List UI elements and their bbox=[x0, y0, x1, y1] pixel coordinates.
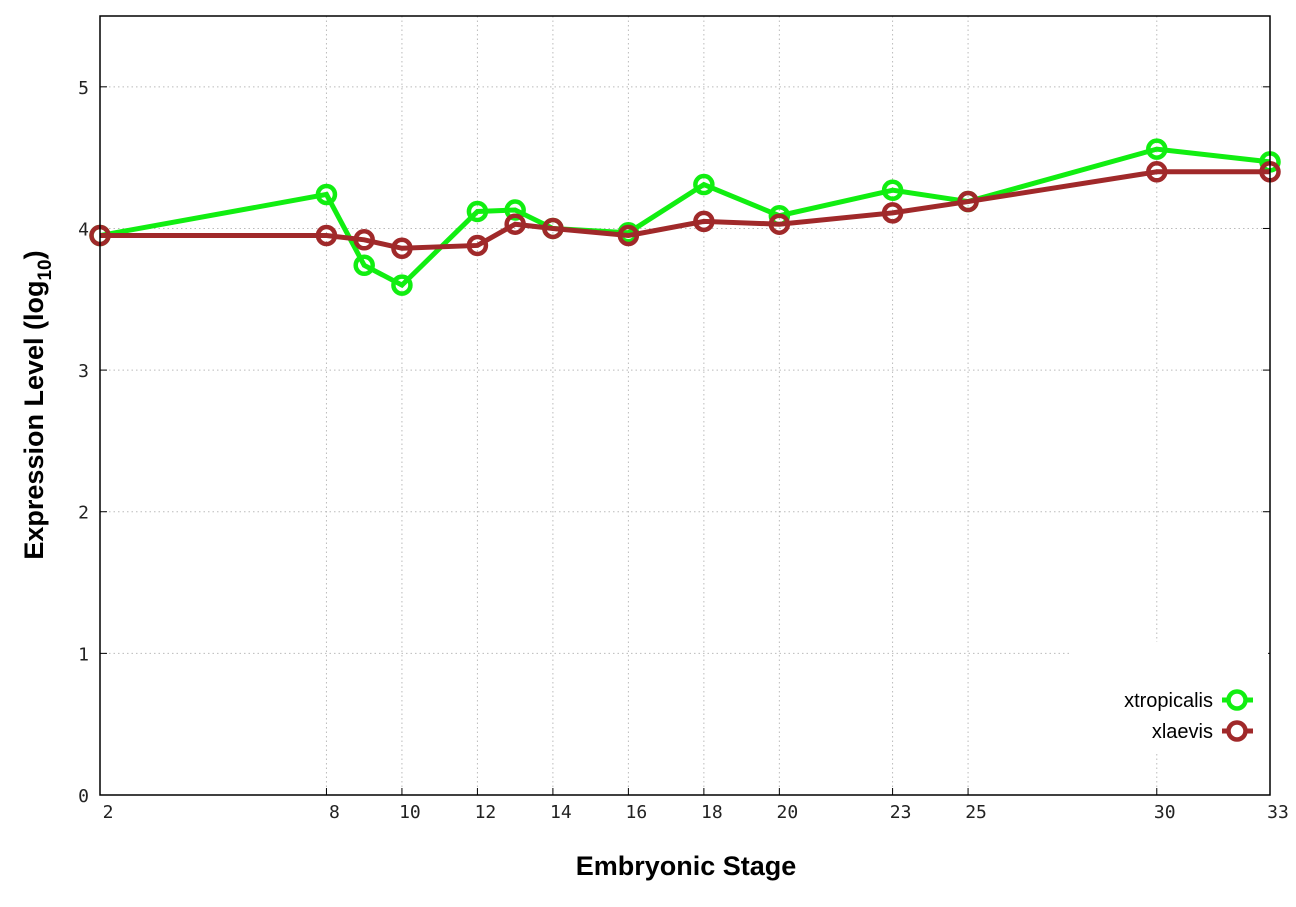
plot-frame bbox=[99, 15, 1271, 796]
x-tick-label: 20 bbox=[777, 802, 799, 823]
y-tick-label: 0 bbox=[78, 786, 89, 807]
x-tick-label: 2 bbox=[103, 802, 114, 823]
data-point bbox=[617, 224, 640, 247]
data-point bbox=[466, 200, 489, 223]
x-tick-label: 14 bbox=[550, 802, 572, 823]
x-tick-label: 23 bbox=[890, 802, 912, 823]
y-tick-label: 2 bbox=[78, 503, 89, 524]
y-tick-label: 3 bbox=[78, 361, 89, 382]
legend-label: xtropicalis bbox=[1124, 690, 1213, 712]
y-tick-label: 1 bbox=[78, 644, 89, 665]
x-tick-label: 30 bbox=[1154, 802, 1176, 823]
x-tick-label: 8 bbox=[329, 802, 340, 823]
legend-marker bbox=[1226, 689, 1248, 711]
x-tick-label: 12 bbox=[475, 802, 497, 823]
x-tick-label: 10 bbox=[399, 802, 421, 823]
series-layer bbox=[89, 138, 1281, 296]
data-point bbox=[504, 199, 526, 221]
x-tick-label: 18 bbox=[701, 802, 723, 823]
data-point bbox=[693, 210, 715, 233]
data-point bbox=[353, 229, 375, 251]
data-point bbox=[391, 237, 413, 260]
series-line bbox=[100, 169, 1270, 251]
x-tick-label: 25 bbox=[965, 802, 987, 823]
data-point bbox=[957, 190, 979, 213]
data-point bbox=[315, 224, 338, 247]
data-point bbox=[504, 213, 526, 235]
data-point bbox=[693, 173, 715, 196]
series-line bbox=[99, 146, 1271, 289]
data-point bbox=[1146, 161, 1168, 183]
data-point bbox=[881, 179, 904, 201]
series-xlaevis bbox=[89, 161, 1281, 260]
data-point bbox=[391, 274, 413, 296]
y-axis-label: Expression Level (log10) bbox=[19, 250, 56, 559]
data-point bbox=[542, 217, 564, 240]
legend-marker bbox=[1226, 720, 1248, 742]
data-point bbox=[768, 213, 791, 235]
legend-label: xlaevis bbox=[1152, 721, 1213, 743]
data-point bbox=[881, 202, 904, 224]
data-point bbox=[315, 183, 338, 206]
data-point bbox=[1146, 138, 1168, 160]
grid bbox=[99, 16, 1271, 796]
y-tick-label: 5 bbox=[78, 78, 89, 99]
series-xtropicalis bbox=[89, 138, 1281, 296]
y-tick-label: 4 bbox=[78, 219, 89, 240]
x-tick-label: 16 bbox=[626, 802, 648, 823]
x-tick-label: 33 bbox=[1267, 802, 1289, 823]
data-point bbox=[466, 234, 489, 257]
x-axis-label: Embryonic Stage bbox=[576, 851, 797, 881]
data-point bbox=[353, 254, 375, 277]
legend: xtropicalis xlaevis bbox=[1124, 689, 1253, 743]
